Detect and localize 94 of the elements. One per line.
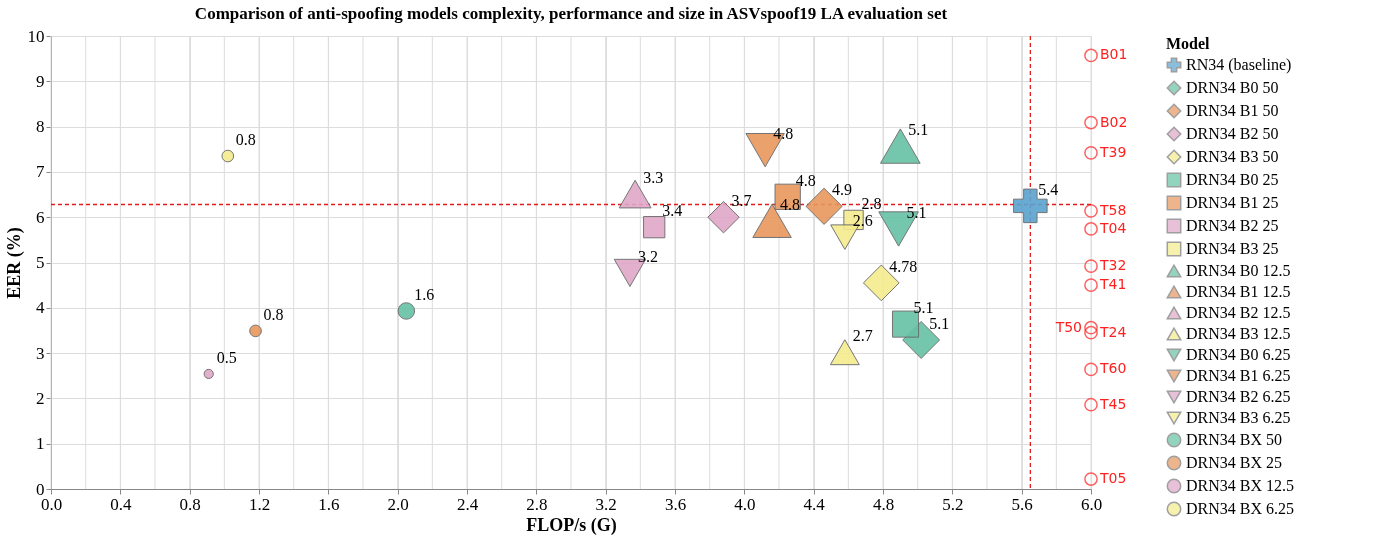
- legend-label: DRN34 BX 25: [1186, 454, 1283, 471]
- y-tick-label: 10: [27, 26, 45, 46]
- y-tick-label: 6: [36, 207, 45, 227]
- data-label: 5.1: [913, 299, 934, 317]
- data-label: T58: [1099, 201, 1127, 218]
- legend-label: DRN34 BX 12.5: [1186, 477, 1295, 494]
- data-label: 0.5: [216, 348, 237, 366]
- y-tick-label: 1: [36, 434, 45, 454]
- x-tick-label: 2.4: [456, 494, 479, 514]
- data-label: 0.8: [263, 305, 284, 323]
- legend-title: Model: [1166, 35, 1211, 52]
- point: [1084, 320, 1098, 335]
- legend-label: DRN34 B1 6.25: [1186, 367, 1291, 384]
- data-label: 1.6: [414, 285, 435, 303]
- legend-label: DRN34 B2 6.25: [1186, 388, 1291, 405]
- data-label: 5.4: [1038, 180, 1059, 198]
- point: [1084, 325, 1098, 340]
- data-label: 5.1: [906, 203, 927, 221]
- x-tick-label: 3.2: [595, 494, 617, 514]
- y-tick-label: 5: [36, 253, 45, 272]
- data-label: 3.4: [662, 202, 683, 220]
- x-tick-label: 4.0: [734, 494, 756, 514]
- x-axis-title: FLOP/s (G): [526, 514, 617, 536]
- legend-label: DRN34 B3 25: [1186, 240, 1279, 257]
- x-tick-label: 6.0: [1080, 494, 1103, 514]
- x-tick-label: 5.6: [1011, 494, 1033, 514]
- legend-label: DRN34 B0 12.5: [1186, 262, 1291, 279]
- point: [1084, 362, 1098, 377]
- legend-label: DRN34 B3 50: [1186, 148, 1279, 165]
- x-tick-label: 1.6: [318, 494, 340, 514]
- legend-label: DRN34 B1 25: [1186, 194, 1279, 211]
- data-label: T04: [1099, 219, 1127, 236]
- x-tick-label: 2.8: [526, 494, 548, 514]
- legend-label: DRN34 B2 12.5: [1186, 304, 1291, 321]
- y-tick-label: 3: [36, 343, 45, 363]
- point: [1084, 397, 1098, 412]
- data-label: T41: [1099, 276, 1127, 293]
- point: [1084, 48, 1098, 63]
- x-tick-label: 5.2: [942, 494, 964, 514]
- data-label: 4.78: [889, 257, 918, 275]
- point: [1084, 115, 1098, 130]
- x-tick-label: 4.4: [803, 494, 826, 514]
- x-tick-label: 3.6: [664, 494, 687, 514]
- data-label: T50: [1054, 318, 1082, 335]
- data-label: 3.7: [731, 192, 752, 210]
- legend-label: DRN34 B1 12.5: [1186, 283, 1291, 300]
- legend-label: DRN34 B0 50: [1186, 79, 1279, 96]
- data-label: 2.7: [852, 327, 873, 345]
- data-label: B01: [1100, 46, 1128, 63]
- y-tick-label: 4: [36, 298, 45, 318]
- data-label: T60: [1099, 360, 1127, 377]
- point: [1084, 146, 1098, 160]
- data-label: 4.8: [780, 195, 801, 213]
- legend-label: DRN34 B0 6.25: [1186, 346, 1291, 363]
- x-tick-label: 4.8: [872, 494, 895, 514]
- data-label: 2.6: [852, 212, 873, 230]
- y-tick-label: 9: [36, 71, 45, 91]
- data-label: 3.2: [637, 247, 658, 265]
- x-tick-label: 0.8: [179, 494, 201, 514]
- data-label: 0.8: [235, 131, 256, 149]
- data-label: 3.3: [643, 169, 664, 187]
- data-label: T45: [1099, 395, 1127, 412]
- point: [1084, 204, 1098, 218]
- legend-label: DRN34 B3 6.25: [1186, 409, 1291, 426]
- y-tick-label: 2: [36, 388, 45, 408]
- legend-label: DRN34 B2 50: [1186, 125, 1279, 142]
- point: [1084, 259, 1098, 273]
- legend-label: DRN34 BX 50: [1186, 431, 1283, 448]
- y-tick-label: 8: [36, 117, 45, 137]
- legend-label: DRN34 B2 25: [1186, 217, 1279, 234]
- x-tick-label: 0.4: [110, 494, 132, 514]
- data-label: T32: [1099, 257, 1127, 274]
- legend-label: DRN34 B3 12.5: [1186, 325, 1291, 342]
- point: [1084, 222, 1098, 236]
- x-tick-label: 1.2: [248, 494, 271, 514]
- data-label: 5.1: [929, 314, 950, 332]
- legend-label: DRN34 BX 6.25: [1186, 500, 1295, 517]
- legend-label: DRN34 B1 50: [1186, 102, 1279, 119]
- y-axis-title: EER (%): [3, 227, 25, 299]
- legend-label: DRN34 B0 25: [1186, 171, 1279, 188]
- chart-title: Comparison of anti-spoofing models complexity, performance and size in ASVspoof19 LA evaluation set: [194, 4, 948, 23]
- data-label: T05: [1099, 470, 1127, 487]
- point: [1084, 278, 1098, 293]
- x-tick-label: 2.0: [387, 494, 409, 514]
- data-label: T24: [1099, 323, 1127, 340]
- data-label: B02: [1100, 113, 1128, 130]
- y-tick-label: 7: [36, 162, 45, 182]
- data-label: 4.9: [832, 181, 853, 199]
- point: [1084, 472, 1098, 486]
- legend-label: RN34 (baseline): [1186, 56, 1292, 74]
- data-label: 4.8: [773, 125, 794, 143]
- data-label: 4.8: [795, 171, 816, 189]
- data-label: T39: [1099, 143, 1127, 160]
- data-label: 5.1: [908, 121, 929, 139]
